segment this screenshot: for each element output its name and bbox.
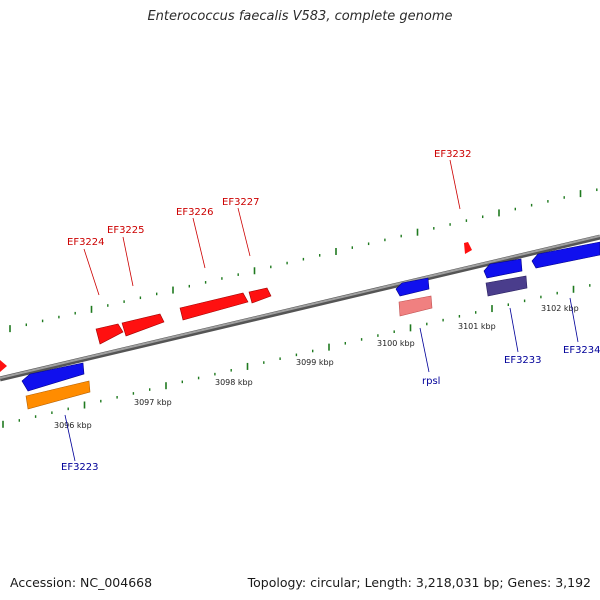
gene-arrow-partial-left bbox=[0, 360, 7, 372]
kbp-label-3101: 3101 kbp bbox=[458, 322, 496, 331]
gene-arrow-EF3232[interactable] bbox=[464, 242, 472, 254]
gene-label-rpsl[interactable]: rpsl bbox=[422, 376, 440, 387]
gene-label-EF3224[interactable]: EF3224 bbox=[67, 237, 105, 248]
gene-label-EF3233[interactable]: EF3233 bbox=[504, 355, 542, 366]
map-title: Enterococcus faecalis V583, complete gen… bbox=[147, 9, 453, 24]
gene-label-EF3227[interactable]: EF3227 bbox=[222, 197, 260, 208]
lower-tick-track bbox=[2, 284, 591, 428]
reverse-strand-genes bbox=[21, 241, 600, 410]
topology-label: Topology: circular; Length: 3,218,031 bp… bbox=[247, 575, 591, 590]
gene-arrow-blue-rpsl[interactable] bbox=[395, 277, 430, 297]
gene-labels: EF3224 EF3225 EF3226 EF3227 EF3232 EF322… bbox=[61, 149, 600, 473]
kbp-label-3098: 3098 kbp bbox=[215, 378, 253, 387]
kbp-label-3100: 3100 kbp bbox=[377, 339, 415, 348]
gene-label-EF3232[interactable]: EF3232 bbox=[434, 149, 472, 160]
gene-block-pink[interactable] bbox=[398, 295, 433, 317]
kbp-label-3102: 3102 kbp bbox=[541, 304, 579, 313]
gene-arrow-blue-EF3234[interactable] bbox=[531, 241, 600, 269]
kbp-label-3099: 3099 kbp bbox=[296, 358, 334, 367]
gene-arrow-EF3227[interactable] bbox=[248, 287, 272, 304]
gene-arrow-EF3224[interactable] bbox=[95, 323, 124, 345]
gene-arrow-EF3225[interactable] bbox=[121, 313, 165, 337]
accession-label: Accession: NC_004668 bbox=[10, 575, 153, 590]
kbp-label-3096: 3096 kbp bbox=[54, 421, 92, 430]
gene-label-EF3225[interactable]: EF3225 bbox=[107, 225, 145, 236]
gene-label-EF3223[interactable]: EF3223 bbox=[61, 462, 99, 473]
genome-backbone bbox=[0, 234, 600, 382]
upper-tick-track bbox=[9, 188, 598, 333]
gene-block-purple[interactable] bbox=[485, 275, 528, 297]
forward-strand-genes bbox=[0, 242, 472, 372]
kbp-label-3097: 3097 kbp bbox=[134, 398, 172, 407]
gene-block-orange[interactable] bbox=[25, 380, 91, 410]
gene-arrow-blue-left[interactable] bbox=[21, 362, 85, 392]
gene-arrow-blue-EF3233[interactable] bbox=[483, 258, 523, 279]
label-leader-lines bbox=[64, 159, 579, 462]
kbp-scale: 3096 kbp 3097 kbp 3098 kbp 3099 kbp 3100… bbox=[54, 304, 579, 430]
gene-label-EF3234[interactable]: EF3234 bbox=[563, 345, 600, 356]
gene-label-EF3226[interactable]: EF3226 bbox=[176, 207, 214, 218]
gene-arrow-EF3226[interactable] bbox=[179, 292, 249, 321]
